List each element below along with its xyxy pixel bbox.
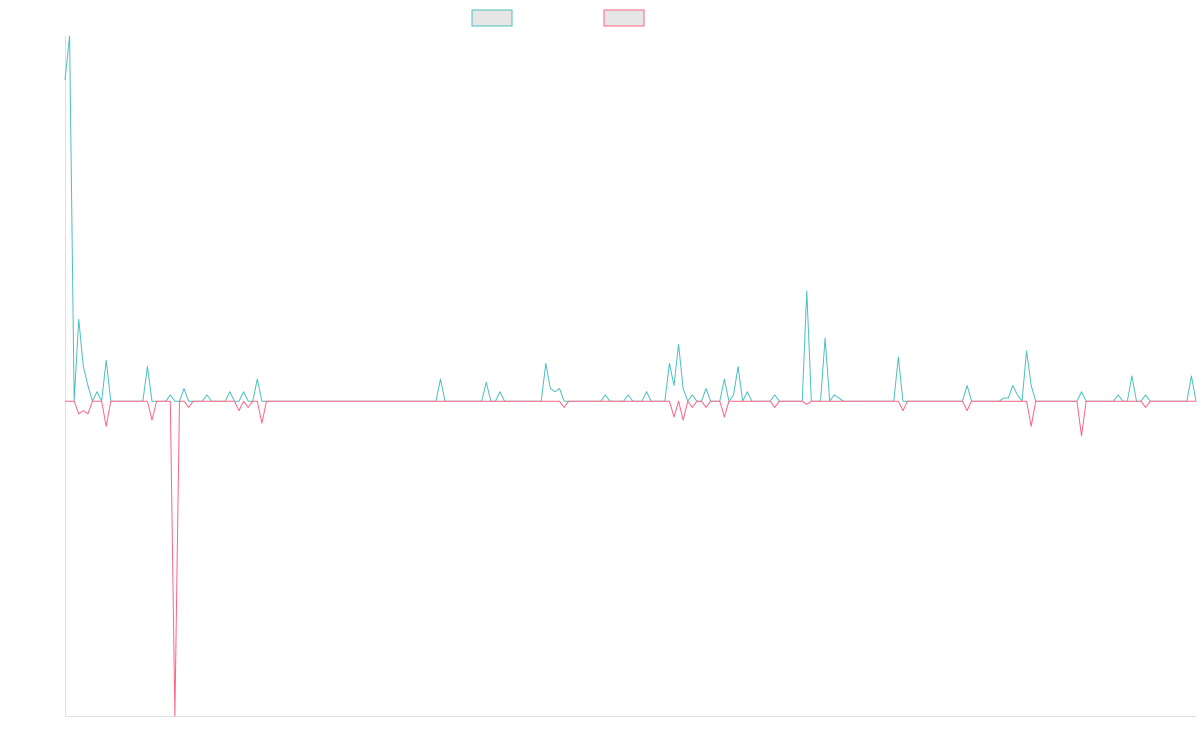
data-point[interactable] xyxy=(965,383,969,387)
data-point[interactable] xyxy=(1025,349,1029,353)
data-point[interactable] xyxy=(823,336,827,340)
data-point[interactable] xyxy=(805,289,809,293)
legend[interactable] xyxy=(471,9,645,27)
data-point[interactable] xyxy=(773,405,777,409)
series-layer xyxy=(63,34,1197,718)
data-point[interactable] xyxy=(704,405,708,409)
data-point[interactable] xyxy=(498,390,502,394)
data-point[interactable] xyxy=(603,393,607,397)
data-point[interactable] xyxy=(260,421,264,425)
data-point[interactable] xyxy=(484,380,488,384)
data-point[interactable] xyxy=(1029,424,1033,428)
data-point[interactable] xyxy=(837,396,841,400)
data-point[interactable] xyxy=(1080,434,1084,438)
series-line-b xyxy=(65,400,1196,717)
data-point[interactable] xyxy=(104,358,108,362)
data-point[interactable] xyxy=(672,415,676,419)
data-point[interactable] xyxy=(104,424,108,428)
data-point[interactable] xyxy=(145,365,149,369)
data-point[interactable] xyxy=(68,34,72,38)
legend-swatch-series-b[interactable] xyxy=(603,9,645,27)
data-point[interactable] xyxy=(745,390,749,394)
data-point[interactable] xyxy=(965,409,969,413)
data-point[interactable] xyxy=(896,355,900,359)
data-point[interactable] xyxy=(182,387,186,391)
data-point[interactable] xyxy=(81,409,85,413)
data-point[interactable] xyxy=(722,377,726,381)
data-point[interactable] xyxy=(1002,396,1006,400)
data-point[interactable] xyxy=(704,387,708,391)
data-point[interactable] xyxy=(77,317,81,321)
data-point[interactable] xyxy=(150,418,154,422)
data-point[interactable] xyxy=(548,387,552,391)
data-point[interactable] xyxy=(81,365,85,369)
data-point[interactable] xyxy=(677,343,681,347)
data-point[interactable] xyxy=(86,383,90,387)
data-point[interactable] xyxy=(667,361,671,365)
data-point[interactable] xyxy=(901,409,905,413)
data-point[interactable] xyxy=(544,361,548,365)
data-point[interactable] xyxy=(1144,393,1148,397)
data-point[interactable] xyxy=(168,393,172,397)
data-point[interactable] xyxy=(681,418,685,422)
data-point[interactable] xyxy=(722,415,726,419)
series-points-b xyxy=(77,402,1148,718)
data-point[interactable] xyxy=(832,393,836,397)
data-point[interactable] xyxy=(736,365,740,369)
data-point[interactable] xyxy=(86,412,90,416)
data-point[interactable] xyxy=(1015,393,1019,397)
data-point[interactable] xyxy=(645,390,649,394)
data-point[interactable] xyxy=(805,402,809,406)
data-point[interactable] xyxy=(690,393,694,397)
data-point[interactable] xyxy=(681,387,685,391)
data-point[interactable] xyxy=(228,390,232,394)
series-points-a xyxy=(63,34,1193,400)
data-point[interactable] xyxy=(562,405,566,409)
data-point[interactable] xyxy=(1006,396,1010,400)
axes xyxy=(65,36,1196,717)
data-point[interactable] xyxy=(1080,390,1084,394)
data-point[interactable] xyxy=(237,409,241,413)
series-line-a xyxy=(64,35,1197,402)
data-point[interactable] xyxy=(1130,374,1134,378)
data-point[interactable] xyxy=(672,383,676,387)
data-point[interactable] xyxy=(732,393,736,397)
data-point[interactable] xyxy=(438,377,442,381)
data-point[interactable] xyxy=(77,412,81,416)
data-point[interactable] xyxy=(1011,383,1015,387)
data-point[interactable] xyxy=(690,405,694,409)
data-point[interactable] xyxy=(1029,383,1033,387)
data-point[interactable] xyxy=(63,78,67,82)
data-point[interactable] xyxy=(1189,374,1193,378)
data-point[interactable] xyxy=(246,405,250,409)
data-point[interactable] xyxy=(205,393,209,397)
data-point[interactable] xyxy=(95,390,99,394)
data-point[interactable] xyxy=(1116,393,1120,397)
data-point[interactable] xyxy=(255,377,259,381)
data-point[interactable] xyxy=(553,390,557,394)
data-point[interactable] xyxy=(558,387,562,391)
data-point[interactable] xyxy=(173,714,177,718)
data-point[interactable] xyxy=(187,405,191,409)
legend-swatch-series-a[interactable] xyxy=(471,9,513,27)
data-point[interactable] xyxy=(1144,405,1148,409)
data-point[interactable] xyxy=(242,390,246,394)
data-point[interactable] xyxy=(773,393,777,397)
data-point[interactable] xyxy=(626,393,630,397)
